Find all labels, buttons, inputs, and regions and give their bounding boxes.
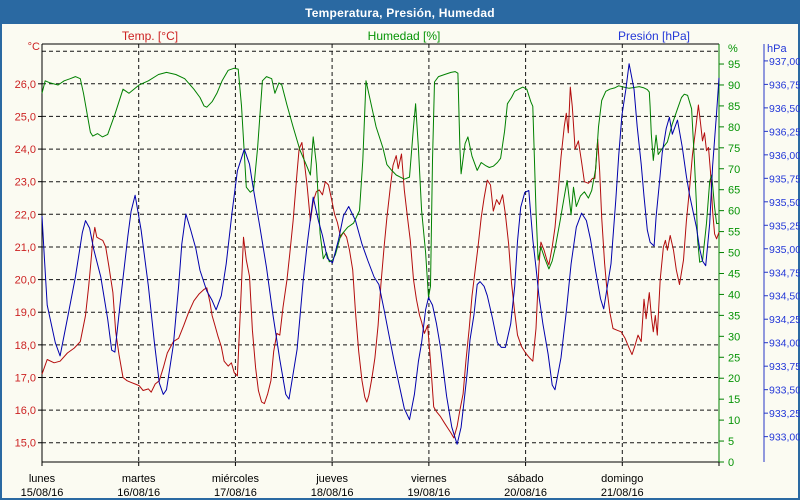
humidity-axis-unit: %	[728, 43, 738, 55]
humidity-tick-label: 20	[728, 373, 740, 385]
pressure-axis-unit: hPa	[767, 43, 787, 55]
window-titlebar: Temperatura, Presión, Humedad	[2, 2, 798, 24]
temp-tick-label: 15,0	[15, 438, 36, 450]
legend-temp: Temp. [°C]	[121, 29, 179, 43]
day-date-label: 18/08/16	[311, 487, 354, 499]
temp-tick-label: 16,0	[15, 405, 36, 417]
pressure-tick-label: 937,00	[769, 56, 800, 68]
humidity-tick-label: 5	[728, 436, 734, 448]
pressure-tick-label: 933,00	[769, 432, 800, 444]
humidity-tick-label: 50	[728, 248, 740, 260]
pressure-tick-label: 936,50	[769, 103, 800, 115]
humidity-tick-label: 35	[728, 310, 740, 322]
temp-tick-label: 25,0	[15, 111, 36, 123]
humidity-tick-label: 80	[728, 122, 740, 134]
day-date-label: 15/08/16	[21, 487, 64, 499]
humidity-tick-label: 45	[728, 268, 740, 280]
pressure-tick-label: 935,00	[769, 244, 800, 256]
humidity-tick-label: 30	[728, 331, 740, 343]
temp-tick-label: 19,0	[15, 307, 36, 319]
humidity-tick-label: 15	[728, 394, 740, 406]
day-date-label: 16/08/16	[117, 487, 160, 499]
temp-tick-label: 20,0	[15, 275, 36, 287]
pressure-tick-label: 933,25	[769, 408, 800, 420]
pressure-tick-label: 935,25	[769, 220, 800, 232]
pressure-tick-label: 936,00	[769, 150, 800, 162]
pressure-tick-label: 934,50	[769, 291, 800, 303]
pressure-tick-label: 935,50	[769, 197, 800, 209]
temp-tick-label: 24,0	[15, 144, 36, 156]
humidity-tick-label: 65	[728, 185, 740, 197]
temp-tick-label: 23,0	[15, 177, 36, 189]
temp-tick-label: 21,0	[15, 242, 36, 254]
pressure-tick-label: 934,00	[769, 338, 800, 350]
day-name-label: lunes	[29, 473, 56, 485]
day-name-label: viernes	[411, 473, 447, 485]
legend-pressure: Presión [hPa]	[617, 29, 691, 43]
humidity-tick-label: 40	[728, 289, 740, 301]
pressure-tick-label: 933,75	[769, 361, 800, 373]
pressure-tick-label: 934,75	[769, 267, 800, 279]
humidity-tick-label: 70	[728, 164, 740, 176]
pressure-curve	[41, 63, 720, 445]
pressure-tick-label: 935,75	[769, 173, 800, 185]
humidity-tick-label: 85	[728, 101, 740, 113]
day-name-label: martes	[122, 473, 156, 485]
humidity-tick-label: 0	[728, 457, 734, 469]
pressure-tick-label: 936,25	[769, 126, 800, 138]
pressure-tick-label: 933,50	[769, 385, 800, 397]
day-date-label: 21/08/16	[601, 487, 644, 499]
temp-axis-unit: °C	[28, 41, 40, 53]
pressure-tick-label: 934,25	[769, 314, 800, 326]
day-name-label: miércoles	[212, 473, 260, 485]
pressure-tick-label: 936,75	[769, 79, 800, 91]
temp-curve	[41, 86, 720, 439]
temp-tick-label: 17,0	[15, 372, 36, 384]
temp-tick-label: 26,0	[15, 79, 36, 91]
day-date-label: 19/08/16	[407, 487, 450, 499]
humidity-tick-label: 10	[728, 415, 740, 427]
humidity-tick-label: 75	[728, 143, 740, 155]
day-date-label: 17/08/16	[214, 487, 257, 499]
temp-tick-label: 22,0	[15, 209, 36, 221]
humidity-curve	[41, 67, 720, 298]
day-name-label: sábado	[508, 473, 544, 485]
humidity-tick-label: 95	[728, 59, 740, 71]
humidity-tick-label: 25	[728, 352, 740, 364]
legend-humidity: Humedad [%]	[367, 29, 441, 43]
window-title: Temperatura, Presión, Humedad	[305, 6, 495, 20]
humidity-tick-label: 90	[728, 80, 740, 92]
day-name-label: domingo	[601, 473, 643, 485]
day-name-label: jueves	[315, 473, 348, 485]
temp-tick-label: 18,0	[15, 340, 36, 352]
humidity-tick-label: 60	[728, 206, 740, 218]
day-date-label: 20/08/16	[504, 487, 547, 499]
humidity-tick-label: 55	[728, 227, 740, 239]
